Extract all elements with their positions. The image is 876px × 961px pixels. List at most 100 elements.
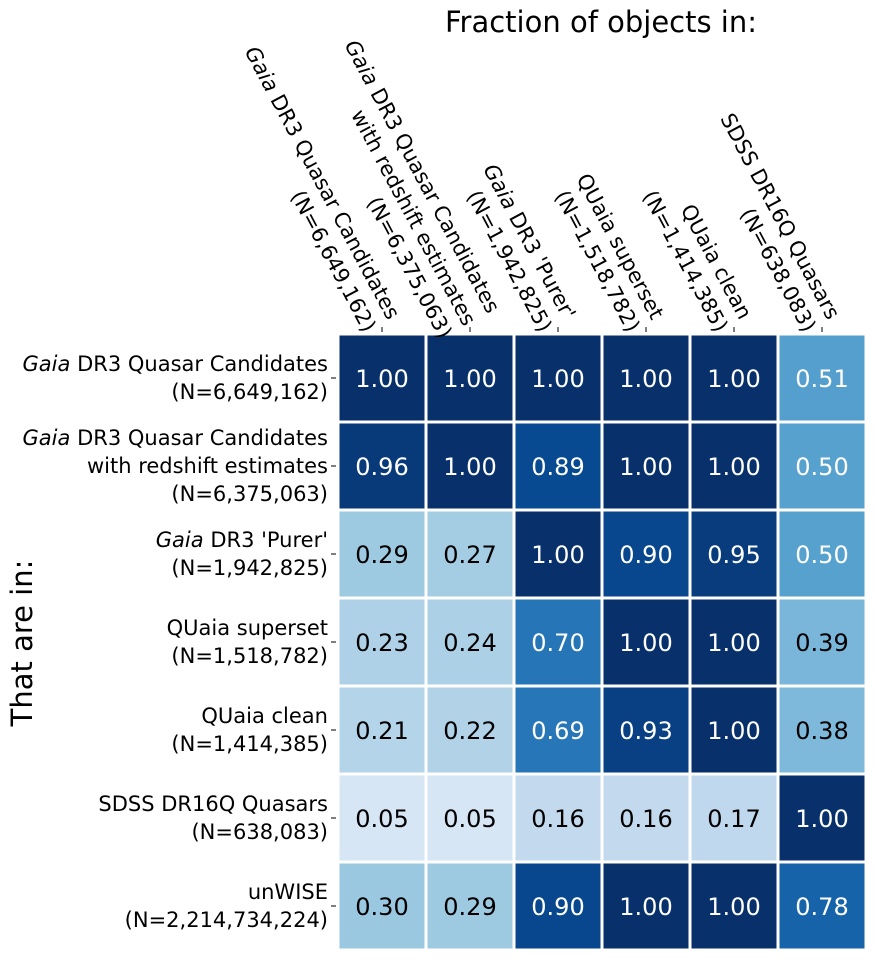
heatmap-cell bbox=[515, 335, 601, 421]
chart-title: Fraction of objects in: bbox=[445, 5, 757, 39]
row-label-part: (N=2,214,734,224) bbox=[125, 908, 328, 932]
row-label-part: QUaia superset bbox=[167, 616, 328, 640]
heatmap-cell bbox=[427, 335, 513, 421]
column-labels: Gaia DR3 Quasar Candidates(N=6,649,162)G… bbox=[240, 36, 845, 342]
row-label: (N=6,375,063) bbox=[171, 482, 328, 506]
cell-value-label: 1.00 bbox=[619, 629, 672, 657]
cell-value-label: 1.00 bbox=[443, 365, 496, 393]
heatmap-cell bbox=[603, 687, 689, 773]
heatmap-cell bbox=[603, 775, 689, 861]
row-label: (N=638,083) bbox=[191, 820, 328, 844]
y-axis-title: That are in: bbox=[5, 560, 39, 728]
heatmap-cell bbox=[603, 599, 689, 685]
heatmap-cell bbox=[691, 511, 777, 597]
heatmap-cell bbox=[427, 863, 513, 949]
row-label-part: Gaia bbox=[156, 528, 204, 552]
row-label: Gaia DR3 Quasar Candidates bbox=[23, 352, 328, 376]
row-label-part: Gaia bbox=[23, 352, 71, 376]
row-label: unWISE bbox=[248, 880, 328, 904]
heatmap-cell bbox=[515, 423, 601, 509]
cell-value-label: 0.16 bbox=[619, 805, 672, 833]
cell-value-label: 0.27 bbox=[443, 541, 496, 569]
cell-value-label: 0.70 bbox=[531, 629, 584, 657]
heatmap-cell bbox=[691, 423, 777, 509]
row-label: (N=1,518,782) bbox=[171, 644, 328, 668]
cell-value-label: 1.00 bbox=[707, 717, 760, 745]
cell-value-label: 0.50 bbox=[795, 541, 848, 569]
row-label: SDSS DR16Q Quasars bbox=[98, 792, 328, 816]
heatmap-cell bbox=[779, 863, 865, 949]
row-label-part: SDSS DR16Q Quasars bbox=[98, 792, 328, 816]
heatmap-cell bbox=[515, 863, 601, 949]
row-label: (N=6,649,162) bbox=[171, 380, 328, 404]
row-label-part: (N=6,375,063) bbox=[171, 482, 328, 506]
row-label-part: QUaia clean bbox=[201, 704, 328, 728]
row-label-part: Gaia bbox=[23, 426, 71, 450]
cell-value-label: 0.69 bbox=[531, 717, 584, 745]
cell-value-label: 0.22 bbox=[443, 717, 496, 745]
cell-value-label: 0.96 bbox=[355, 453, 408, 481]
cell-value-label: 1.00 bbox=[795, 805, 848, 833]
row-label-part: with redshift estimates bbox=[87, 454, 328, 478]
heatmap-cell bbox=[603, 335, 689, 421]
cell-value-label: 1.00 bbox=[531, 541, 584, 569]
row-label-part: (N=1,942,825) bbox=[171, 556, 328, 580]
cell-value-label: 0.50 bbox=[795, 453, 848, 481]
heatmap-cell bbox=[427, 511, 513, 597]
heatmap-cell bbox=[427, 775, 513, 861]
cell-value-label: 0.78 bbox=[795, 893, 848, 921]
heatmap-cell bbox=[515, 511, 601, 597]
row-label-part: (N=1,518,782) bbox=[171, 644, 328, 668]
heatmap-cell bbox=[691, 775, 777, 861]
heatmap-cell bbox=[515, 599, 601, 685]
heatmap-cell bbox=[339, 599, 425, 685]
row-labels: Gaia DR3 Quasar Candidates (N=6,649,162) G… bbox=[23, 352, 336, 932]
heatmap-cell bbox=[691, 335, 777, 421]
cell-value-label: 0.30 bbox=[355, 893, 408, 921]
heatmap-cell bbox=[603, 863, 689, 949]
heatmap-cell bbox=[515, 775, 601, 861]
row-label: Gaia DR3 'Purer' bbox=[156, 528, 328, 552]
heatmap-cell bbox=[339, 775, 425, 861]
heatmap-cell bbox=[603, 511, 689, 597]
heatmap-cell bbox=[779, 335, 865, 421]
cell-value-label: 1.00 bbox=[707, 629, 760, 657]
row-label: Gaia DR3 Quasar Candidates bbox=[23, 426, 328, 450]
heatmap-cell bbox=[339, 863, 425, 949]
cell-value-label: 0.29 bbox=[355, 541, 408, 569]
cell-value-label: 0.21 bbox=[355, 717, 408, 745]
heatmap-cell bbox=[603, 423, 689, 509]
heatmap-cell bbox=[427, 599, 513, 685]
row-label-part: (N=6,649,162) bbox=[171, 380, 328, 404]
row-label: (N=1,942,825) bbox=[171, 556, 328, 580]
heatmap-cell bbox=[427, 687, 513, 773]
cell-value-label: 1.00 bbox=[355, 365, 408, 393]
heatmap-cell bbox=[339, 423, 425, 509]
heatmap-cell bbox=[779, 775, 865, 861]
cell-value-label: 1.00 bbox=[707, 365, 760, 393]
cell-value-label: 0.90 bbox=[531, 893, 584, 921]
cell-value-label: 0.23 bbox=[355, 629, 408, 657]
cell-value-label: 1.00 bbox=[619, 365, 672, 393]
heatmap-cell bbox=[339, 511, 425, 597]
cell-value-label: 0.17 bbox=[707, 805, 760, 833]
row-label: QUaia superset bbox=[167, 616, 328, 640]
row-label: with redshift estimates bbox=[87, 454, 328, 478]
cell-value-label: 0.93 bbox=[619, 717, 672, 745]
cell-value-label: 0.38 bbox=[795, 717, 848, 745]
cell-value-label: 1.00 bbox=[707, 893, 760, 921]
heatmap-cell bbox=[691, 687, 777, 773]
row-label-part: DR3 Quasar Candidates bbox=[70, 352, 328, 376]
row-label: (N=1,414,385) bbox=[171, 732, 328, 756]
row-label: (N=2,214,734,224) bbox=[125, 908, 328, 932]
cell-value-label: 0.95 bbox=[707, 541, 760, 569]
cell-value-label: 0.16 bbox=[531, 805, 584, 833]
heatmap-cell bbox=[691, 599, 777, 685]
row-label-part: (N=1,414,385) bbox=[171, 732, 328, 756]
cell-value-label: 0.24 bbox=[443, 629, 496, 657]
row-label-part: unWISE bbox=[248, 880, 328, 904]
heatmap-cell bbox=[779, 511, 865, 597]
cell-value-label: 0.89 bbox=[531, 453, 584, 481]
heatmap-cell bbox=[691, 863, 777, 949]
